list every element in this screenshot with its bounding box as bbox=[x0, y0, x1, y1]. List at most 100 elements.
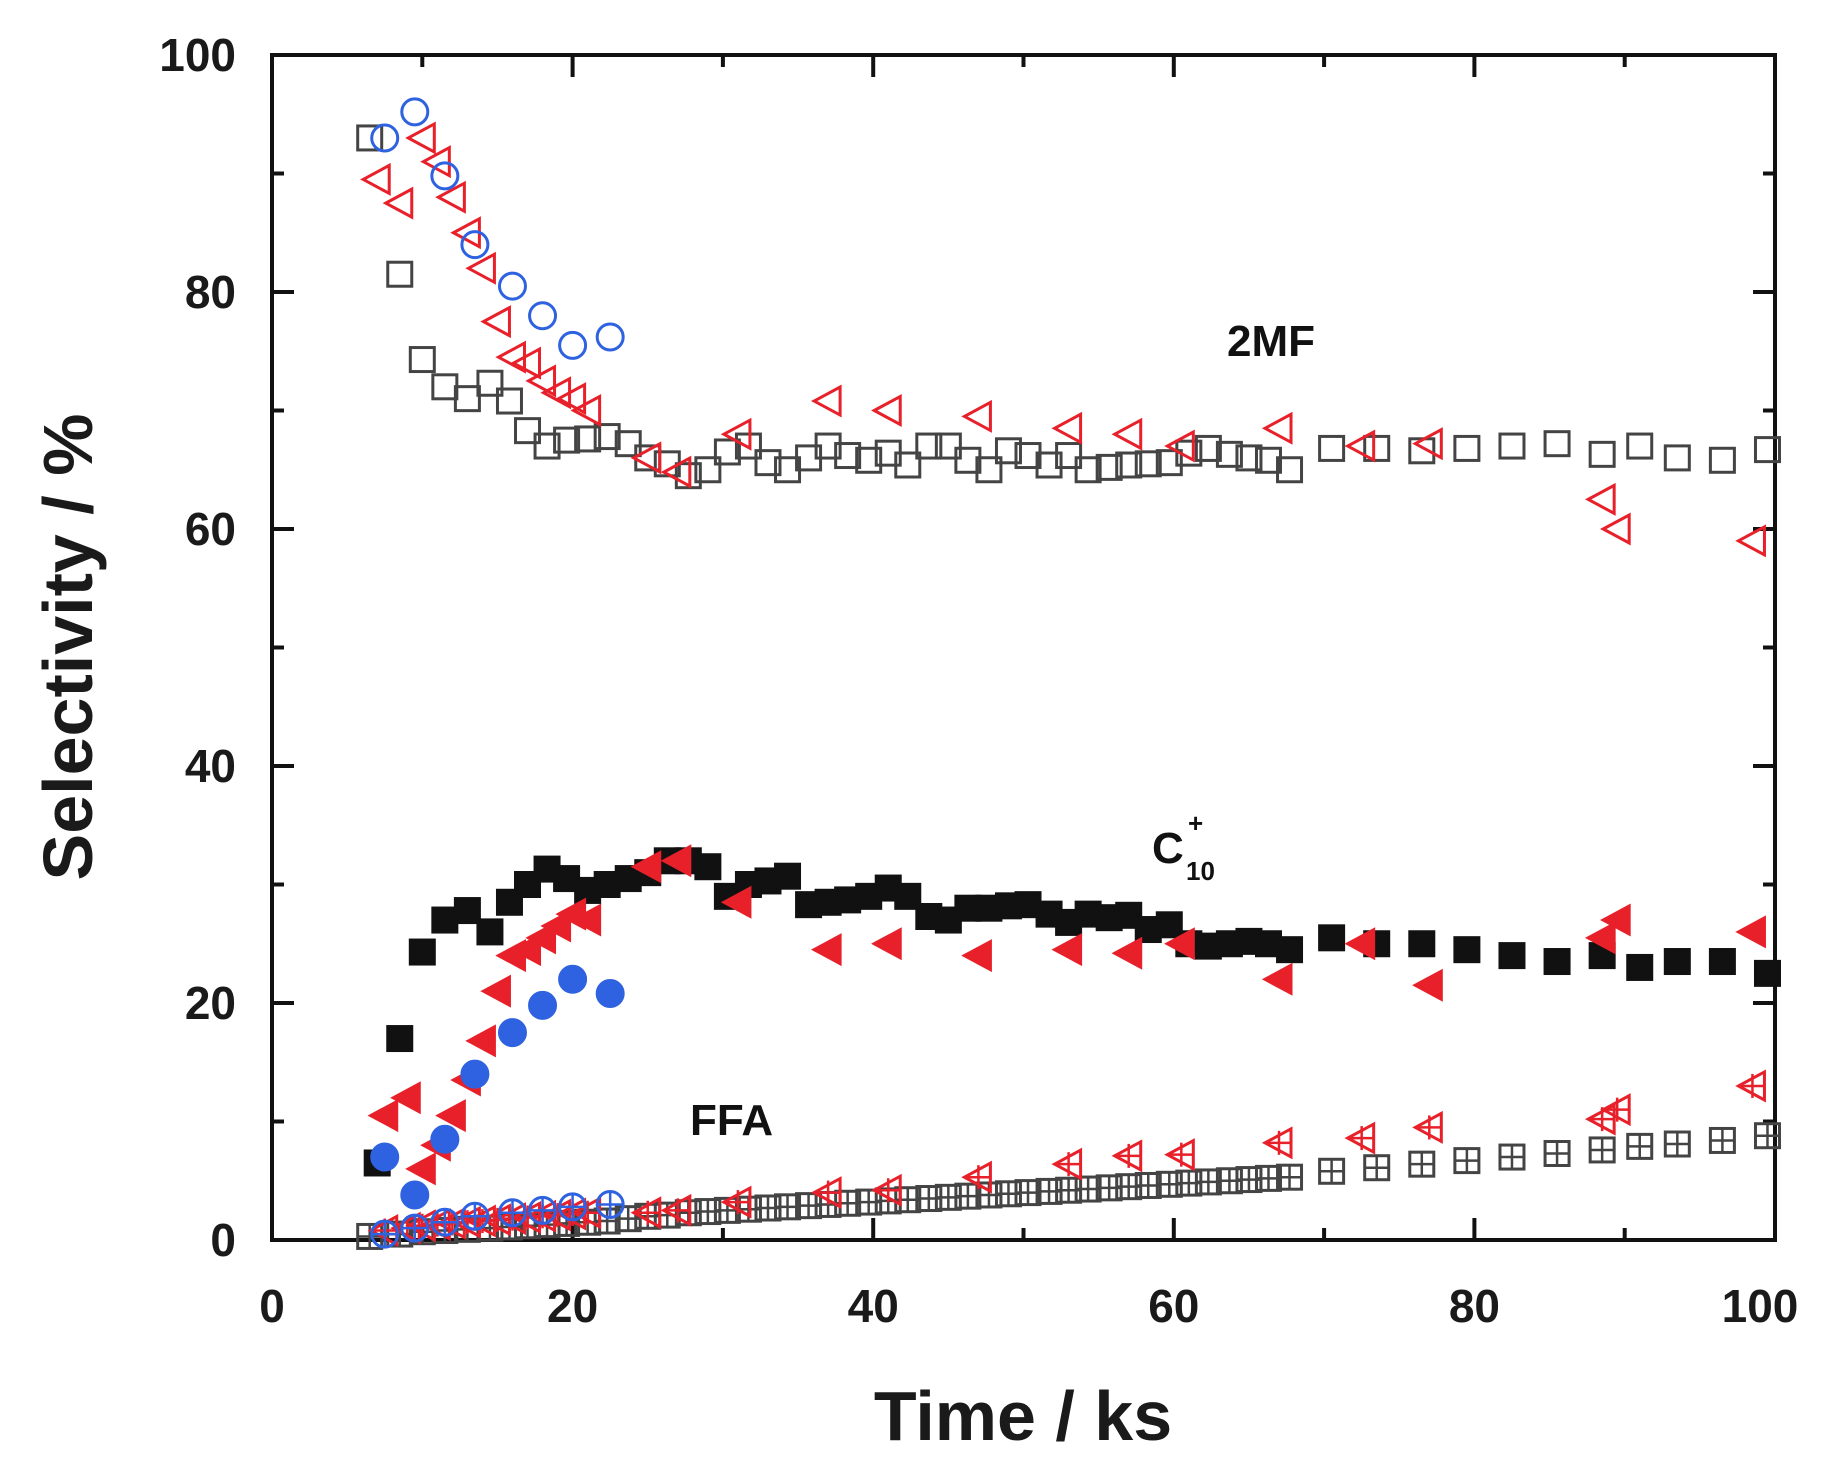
data-point bbox=[574, 425, 602, 453]
y-tick-label: 100 bbox=[159, 29, 236, 81]
data-point-square bbox=[386, 1025, 414, 1053]
data-point-triangle bbox=[1412, 427, 1443, 461]
data-point-triangle bbox=[480, 974, 511, 1008]
data-point-square bbox=[1134, 450, 1162, 478]
y-tick-label: 20 bbox=[185, 977, 236, 1029]
data-markers bbox=[356, 97, 1781, 1250]
data-point-square bbox=[593, 423, 621, 451]
data-point-square bbox=[1115, 451, 1143, 479]
data-point-triangle bbox=[871, 393, 902, 428]
data-point-square bbox=[1215, 440, 1243, 468]
data-point bbox=[720, 885, 752, 919]
x-tick-labels: 0 20 40 60 80 100 bbox=[259, 1280, 1798, 1332]
data-point bbox=[497, 271, 527, 301]
data-point bbox=[720, 1185, 752, 1219]
data-point-triangle bbox=[1164, 927, 1195, 961]
data-point bbox=[975, 456, 1003, 484]
data-point-circle bbox=[430, 1207, 460, 1237]
data-point bbox=[555, 382, 587, 416]
data-point bbox=[720, 417, 752, 451]
data-point bbox=[1363, 1154, 1391, 1182]
data-point bbox=[1014, 442, 1042, 470]
data-point bbox=[1408, 1150, 1436, 1178]
data-point bbox=[370, 1142, 400, 1172]
data-point bbox=[855, 446, 883, 474]
data-point-square bbox=[1588, 440, 1616, 468]
x-tick-label: 0 bbox=[259, 1280, 285, 1332]
x-tick-label: 40 bbox=[848, 1280, 899, 1332]
data-point bbox=[497, 1198, 527, 1228]
data-point bbox=[1663, 444, 1691, 472]
data-point bbox=[994, 437, 1022, 465]
data-point-triangle bbox=[420, 145, 451, 179]
data-point bbox=[1051, 411, 1083, 445]
data-point-circle bbox=[528, 1195, 558, 1225]
data-point-triangle bbox=[961, 399, 992, 433]
y-tick-label: 60 bbox=[185, 503, 236, 555]
data-point bbox=[1276, 456, 1304, 484]
data-point-square bbox=[1363, 434, 1391, 462]
data-point bbox=[1412, 1110, 1443, 1144]
data-point bbox=[1453, 434, 1481, 462]
data-point bbox=[1164, 1138, 1195, 1172]
data-point bbox=[430, 1124, 460, 1154]
data-point-triangle bbox=[630, 441, 662, 475]
data-point bbox=[370, 123, 400, 153]
data-point bbox=[593, 423, 621, 451]
data-point-square bbox=[1708, 446, 1736, 474]
data-point-square bbox=[975, 456, 1003, 484]
data-point bbox=[1408, 930, 1436, 958]
data-point-square bbox=[476, 918, 504, 946]
data-point-triangle bbox=[660, 455, 692, 489]
data-point bbox=[1735, 1069, 1766, 1103]
data-point-square bbox=[1543, 430, 1571, 458]
data-point-circle bbox=[370, 123, 400, 153]
data-point-square bbox=[855, 446, 883, 474]
data-point-circle bbox=[497, 1198, 527, 1228]
data-point bbox=[390, 1081, 421, 1115]
data-point bbox=[595, 979, 625, 1009]
data-point-square bbox=[814, 432, 842, 460]
data-point-triangle bbox=[1111, 417, 1143, 451]
data-point bbox=[660, 844, 692, 878]
data-point bbox=[382, 186, 414, 220]
data-point-square bbox=[1194, 434, 1222, 462]
data-point bbox=[1051, 1147, 1083, 1181]
x-tick-label: 100 bbox=[1722, 1280, 1799, 1332]
data-point bbox=[480, 305, 511, 339]
y-axis-title: Selectivity / % bbox=[29, 414, 107, 881]
data-point-square bbox=[1035, 451, 1063, 479]
data-point-triangle bbox=[510, 346, 542, 380]
data-point bbox=[420, 145, 451, 179]
data-point bbox=[386, 260, 414, 288]
data-point-circle bbox=[497, 271, 527, 301]
data-point bbox=[1276, 1163, 1304, 1191]
data-point-square bbox=[1318, 924, 1346, 952]
y-tick-label: 80 bbox=[185, 266, 236, 318]
data-point-circle bbox=[430, 161, 460, 191]
data-point bbox=[894, 451, 922, 479]
data-point-circle bbox=[528, 301, 558, 331]
data-point-circle bbox=[595, 1189, 625, 1219]
data-point-square bbox=[1543, 948, 1571, 976]
data-point-triangle bbox=[1051, 411, 1083, 445]
data-point-triangle bbox=[360, 162, 391, 196]
data-point-square bbox=[915, 432, 943, 460]
data-point-triangle bbox=[720, 885, 752, 919]
data-point bbox=[1600, 512, 1631, 546]
data-point bbox=[630, 1196, 662, 1230]
data-point bbox=[553, 426, 581, 454]
data-point bbox=[1708, 446, 1736, 474]
x-axis-title: Time / ks bbox=[874, 1377, 1172, 1455]
data-point-triangle bbox=[525, 364, 557, 398]
data-point-triangle bbox=[555, 382, 587, 416]
data-point bbox=[1035, 451, 1063, 479]
data-point-square bbox=[1276, 456, 1304, 484]
data-point bbox=[1543, 1139, 1571, 1167]
data-point bbox=[1055, 442, 1083, 470]
data-point-triangle bbox=[1261, 962, 1293, 996]
data-point bbox=[1600, 903, 1631, 937]
data-point-square bbox=[994, 437, 1022, 465]
data-point bbox=[1111, 936, 1143, 970]
data-point bbox=[1708, 948, 1736, 976]
